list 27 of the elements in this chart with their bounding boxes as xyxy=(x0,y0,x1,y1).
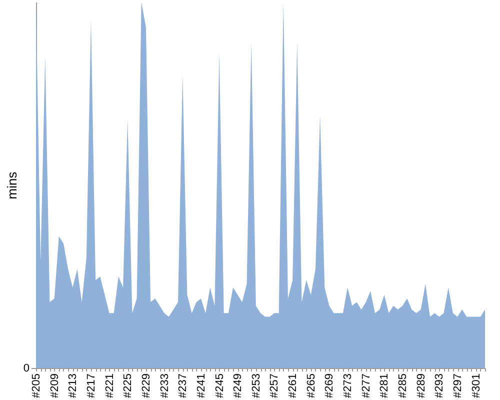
x-tick-label: #285 xyxy=(397,374,410,398)
x-tick-label: #301 xyxy=(470,374,482,398)
x-tick-label: #221 xyxy=(104,374,116,398)
x-tick-label: #273 xyxy=(342,374,354,398)
x-tick-label: #269 xyxy=(324,374,336,398)
x-tick-label: #289 xyxy=(415,374,428,398)
x-tick-label: #281 xyxy=(378,374,391,398)
x-tick-label: #217 xyxy=(85,374,98,398)
x-tick-label: #265 xyxy=(305,374,318,398)
text: 0 xyxy=(23,362,30,374)
x-tick-label: #205 xyxy=(30,374,42,398)
x-tick-label: #257 xyxy=(268,374,281,398)
x-tick-label: #225 xyxy=(122,374,134,398)
x-tick-label: #293 xyxy=(434,374,446,398)
x-tick-label: #253 xyxy=(250,374,262,398)
x-tick-label: #237 xyxy=(177,374,190,398)
x-tick-label: #229 xyxy=(140,374,152,398)
y-axis-title: mins xyxy=(4,171,20,200)
x-tick-label: #277 xyxy=(360,374,372,398)
x-tick-label: #233 xyxy=(158,374,171,398)
x-tick-label: #297 xyxy=(452,374,464,398)
x-tick-label: #241 xyxy=(195,374,208,398)
x-tick-label: #261 xyxy=(287,374,300,398)
x-tick-label: #245 xyxy=(214,374,226,398)
x-tick-label: #249 xyxy=(232,374,244,398)
x-tick-label: #209 xyxy=(48,374,61,398)
x-tick-label: #213 xyxy=(67,374,80,398)
